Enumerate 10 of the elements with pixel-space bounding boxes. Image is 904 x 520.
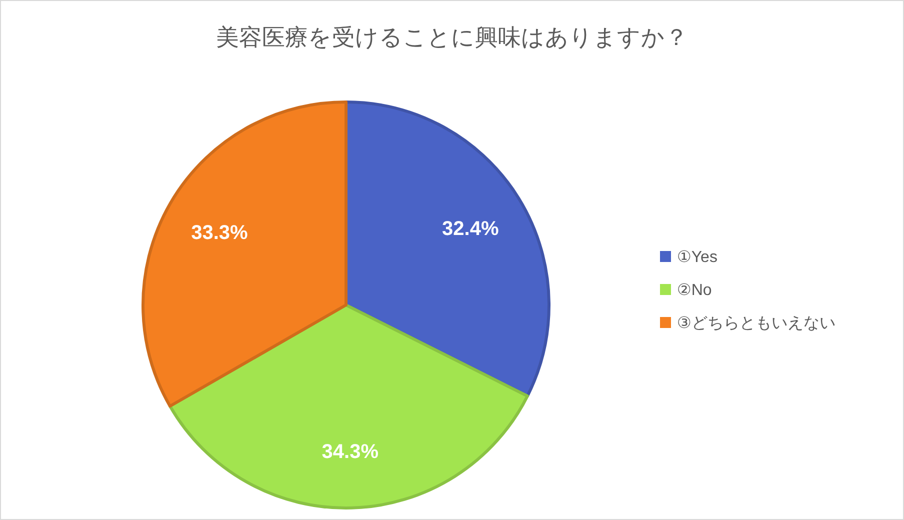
pie-slice bbox=[344, 100, 550, 398]
chart-title: 美容医療を受けることに興味はありますか？ bbox=[216, 24, 688, 50]
pie-slice bbox=[142, 100, 348, 408]
data-label: 33.3% bbox=[191, 222, 248, 244]
data-label: 32.4% bbox=[442, 218, 499, 240]
pie-slice bbox=[168, 304, 529, 510]
legend-label: ①Yes bbox=[677, 249, 718, 266]
legend-label: ③どちらともいえない bbox=[677, 315, 836, 332]
data-label: 34.3% bbox=[322, 441, 379, 464]
legend-label: ②No bbox=[677, 282, 712, 299]
